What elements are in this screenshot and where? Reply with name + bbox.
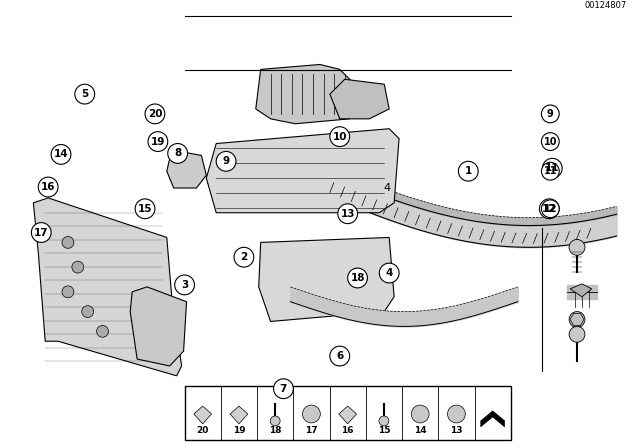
Circle shape xyxy=(458,161,478,181)
Circle shape xyxy=(62,237,74,248)
Circle shape xyxy=(75,84,95,104)
Polygon shape xyxy=(256,65,355,124)
Text: 15: 15 xyxy=(138,204,152,214)
Circle shape xyxy=(380,263,399,283)
Text: 12: 12 xyxy=(542,204,557,214)
Circle shape xyxy=(541,105,559,123)
Text: 13: 13 xyxy=(340,209,355,219)
Text: 2: 2 xyxy=(240,252,248,262)
Circle shape xyxy=(541,162,559,180)
Circle shape xyxy=(412,405,429,423)
Circle shape xyxy=(569,312,585,327)
Circle shape xyxy=(38,177,58,197)
Polygon shape xyxy=(339,406,356,424)
Circle shape xyxy=(168,143,188,164)
Circle shape xyxy=(31,223,51,242)
Text: 1: 1 xyxy=(465,166,472,176)
Polygon shape xyxy=(167,151,206,188)
Circle shape xyxy=(72,261,84,273)
Circle shape xyxy=(569,239,585,255)
Circle shape xyxy=(273,379,293,399)
Polygon shape xyxy=(330,79,389,119)
Text: 15: 15 xyxy=(378,426,390,435)
Circle shape xyxy=(97,325,108,337)
Text: 17: 17 xyxy=(34,228,49,237)
Circle shape xyxy=(82,306,93,318)
Text: 00124807: 00124807 xyxy=(584,1,627,10)
Circle shape xyxy=(348,268,367,288)
Circle shape xyxy=(338,204,358,224)
Text: 20: 20 xyxy=(148,109,162,119)
Bar xyxy=(184,386,511,440)
Text: 19: 19 xyxy=(150,137,165,146)
Polygon shape xyxy=(570,284,592,297)
Text: 19: 19 xyxy=(232,426,245,435)
Circle shape xyxy=(216,151,236,171)
Circle shape xyxy=(303,405,321,423)
Text: 20: 20 xyxy=(196,426,209,435)
Circle shape xyxy=(330,346,349,366)
Circle shape xyxy=(135,199,155,219)
Circle shape xyxy=(540,199,559,219)
Text: 18: 18 xyxy=(269,426,282,435)
Text: 16: 16 xyxy=(41,182,56,192)
Text: 9: 9 xyxy=(547,109,554,119)
Text: 10: 10 xyxy=(333,132,347,142)
Text: 11: 11 xyxy=(543,166,557,176)
Text: 4: 4 xyxy=(383,183,391,193)
Circle shape xyxy=(145,104,165,124)
Text: 10: 10 xyxy=(543,137,557,146)
Text: 7: 7 xyxy=(280,383,287,394)
Polygon shape xyxy=(259,237,394,322)
Text: 6: 6 xyxy=(336,351,344,361)
Circle shape xyxy=(270,416,280,426)
Polygon shape xyxy=(130,287,186,366)
Text: 14: 14 xyxy=(414,426,426,435)
Circle shape xyxy=(330,127,349,146)
Polygon shape xyxy=(194,406,212,424)
Text: 17: 17 xyxy=(305,426,317,435)
Polygon shape xyxy=(570,314,584,326)
Circle shape xyxy=(447,405,465,423)
Polygon shape xyxy=(33,198,182,376)
Circle shape xyxy=(379,416,389,426)
Circle shape xyxy=(51,145,71,164)
Circle shape xyxy=(175,275,195,295)
Text: 12: 12 xyxy=(543,204,557,214)
Text: 3: 3 xyxy=(181,280,188,290)
Circle shape xyxy=(543,159,562,178)
Circle shape xyxy=(234,247,254,267)
Circle shape xyxy=(62,286,74,298)
Polygon shape xyxy=(481,411,504,427)
Text: 13: 13 xyxy=(450,426,463,435)
Circle shape xyxy=(569,327,585,342)
Circle shape xyxy=(541,133,559,151)
Text: 18: 18 xyxy=(350,273,365,283)
Text: 11: 11 xyxy=(545,163,559,173)
Circle shape xyxy=(541,200,559,218)
Text: 14: 14 xyxy=(54,150,68,159)
Circle shape xyxy=(148,132,168,151)
Text: 5: 5 xyxy=(81,89,88,99)
Text: 9: 9 xyxy=(223,156,230,166)
Text: 8: 8 xyxy=(174,148,181,159)
Text: 4: 4 xyxy=(385,268,393,278)
Text: 16: 16 xyxy=(341,426,354,435)
Polygon shape xyxy=(230,406,248,424)
Polygon shape xyxy=(206,129,399,213)
